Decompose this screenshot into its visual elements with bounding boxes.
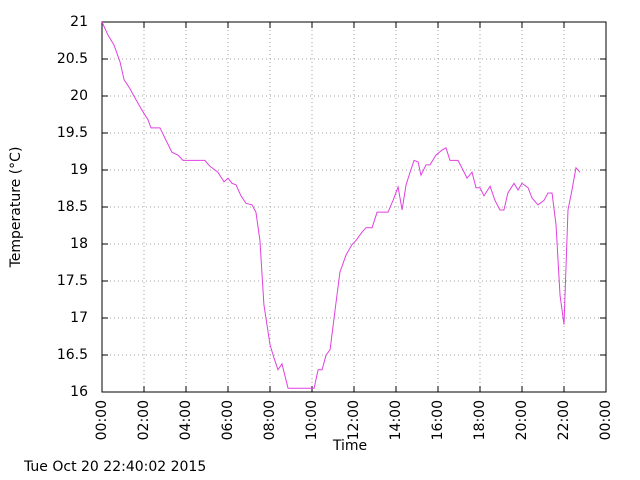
y-tick-label: 19.5 [57, 125, 88, 141]
y-tick-label: 20.5 [57, 51, 88, 67]
x-tick-label: 10:00 [304, 400, 320, 440]
y-tick-label: 17 [70, 310, 88, 326]
x-tick-label: 20:00 [514, 400, 530, 440]
x-tick-label: 12:00 [346, 400, 362, 440]
x-tick-label: 00:00 [94, 400, 110, 440]
x-axis-label: Time [332, 438, 367, 454]
x-tick-label: 06:00 [220, 400, 236, 440]
y-tick-label: 16.5 [57, 347, 88, 363]
x-tick-label: 14:00 [388, 400, 404, 440]
x-tick-label: 04:00 [178, 400, 194, 440]
y-tick-label: 16 [70, 384, 88, 400]
y-axis-label: Temperature (°C) [8, 147, 24, 269]
y-tick-label: 18.5 [57, 199, 88, 215]
plot-frame [101, 21, 607, 393]
y-tick-label: 19 [70, 162, 88, 178]
x-tick-label: 16:00 [430, 400, 446, 440]
y-tick-label: 18 [70, 236, 88, 252]
y-tick-label: 17.5 [57, 273, 88, 289]
x-tick-label: 00:00 [598, 400, 614, 440]
timestamp: Tue Oct 20 22:40:02 2015 [23, 459, 206, 475]
data-line [101, 21, 581, 389]
x-tick-label: 22:00 [556, 400, 572, 440]
x-tick-label: 18:00 [472, 400, 488, 440]
x-tick-label: 02:00 [136, 400, 152, 440]
y-tick-label: 21 [70, 14, 88, 30]
x-tick-label: 08:00 [262, 400, 278, 440]
y-tick-label: 20 [70, 88, 88, 104]
